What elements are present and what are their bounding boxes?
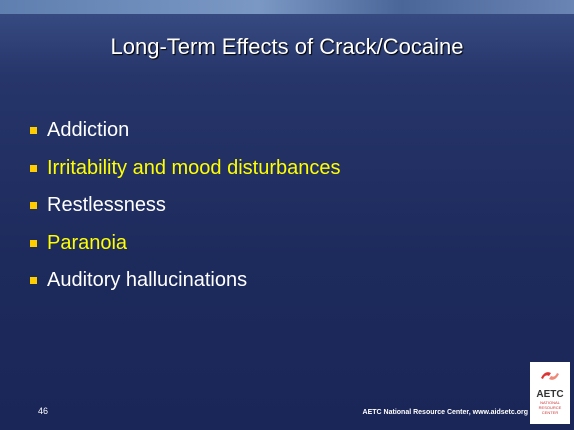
bullet-item: Restlessness (30, 187, 340, 225)
slide-title: Long-Term Effects of Crack/Cocaine (110, 34, 464, 59)
page-number: 46 (38, 406, 49, 416)
bullet-marker (30, 239, 37, 247)
bullet-text: Paranoia (47, 231, 128, 254)
bullet-marker (30, 202, 37, 210)
bullet-item: Addiction (30, 112, 340, 150)
bullet-item: Irritability and mood disturbances (30, 150, 340, 188)
bullet-item: Paranoia (30, 225, 340, 263)
bullet-marker (30, 164, 37, 172)
logo-subtext: NATIONAL RESOURCE CENTER (538, 400, 562, 415)
bullet-text: Auditory hallucinations (47, 269, 248, 292)
bullet-list: Addiction Irritability and mood disturban… (30, 112, 340, 300)
bullet-marker (30, 277, 37, 285)
bullet-text: Addiction (47, 119, 130, 142)
logo-text: AETC (536, 389, 564, 400)
bullet-marker (30, 127, 37, 135)
logo: AETC NATIONAL RESOURCE CENTER (530, 362, 570, 424)
bullet-text: Restlessness (47, 194, 166, 217)
bullet-item: Auditory hallucinations (30, 262, 340, 300)
top-band (0, 0, 574, 14)
logo-mark (541, 372, 559, 380)
footer-credit: AETC National Resource Center, www.aidse… (362, 409, 528, 416)
bullet-text: Irritability and mood disturbances (47, 156, 341, 179)
